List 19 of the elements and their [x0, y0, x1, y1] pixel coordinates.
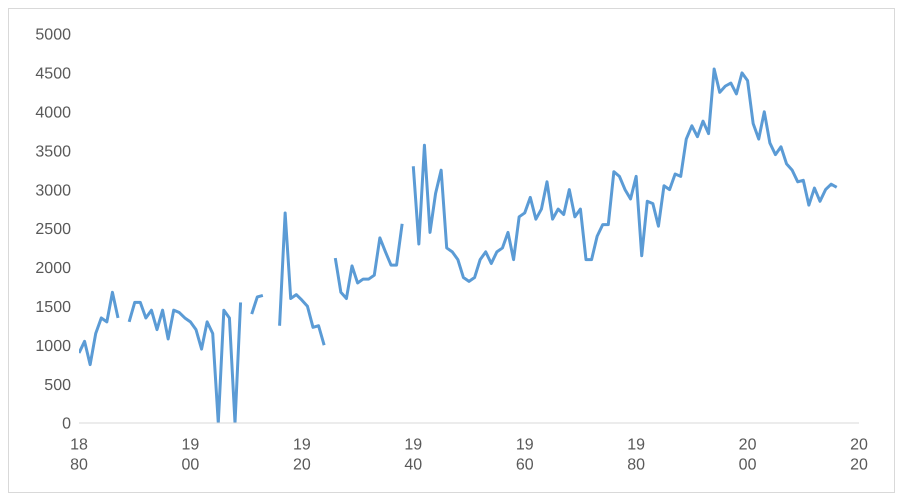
- y-tick-label: 4000: [35, 104, 72, 122]
- x-tick-label: 19 20: [292, 436, 311, 474]
- x-tick-label: 20 20: [850, 436, 868, 474]
- y-tick-label: 0: [62, 416, 72, 433]
- x-tick-label: 19 60: [516, 436, 534, 474]
- x-tick-label: 19 00: [182, 436, 200, 474]
- y-tick-label: 2000: [35, 260, 72, 278]
- y-tick-label: 4500: [35, 66, 72, 83]
- x-tick-label: 19 40: [404, 436, 422, 474]
- y-tick-label: 500: [44, 376, 72, 394]
- y-tick-label: 5000: [35, 26, 72, 44]
- y-tick-label: 2500: [35, 221, 72, 238]
- x-tick-label: 18 80: [70, 436, 88, 474]
- y-tick-label: 3000: [35, 182, 72, 200]
- y-tick-label: 1000: [35, 338, 72, 355]
- y-tick-label: 3500: [35, 143, 72, 160]
- y-tick-label: 1500: [35, 298, 72, 316]
- x-tick-label: 20 00: [738, 436, 757, 474]
- x-tick-label: 19 80: [627, 436, 646, 474]
